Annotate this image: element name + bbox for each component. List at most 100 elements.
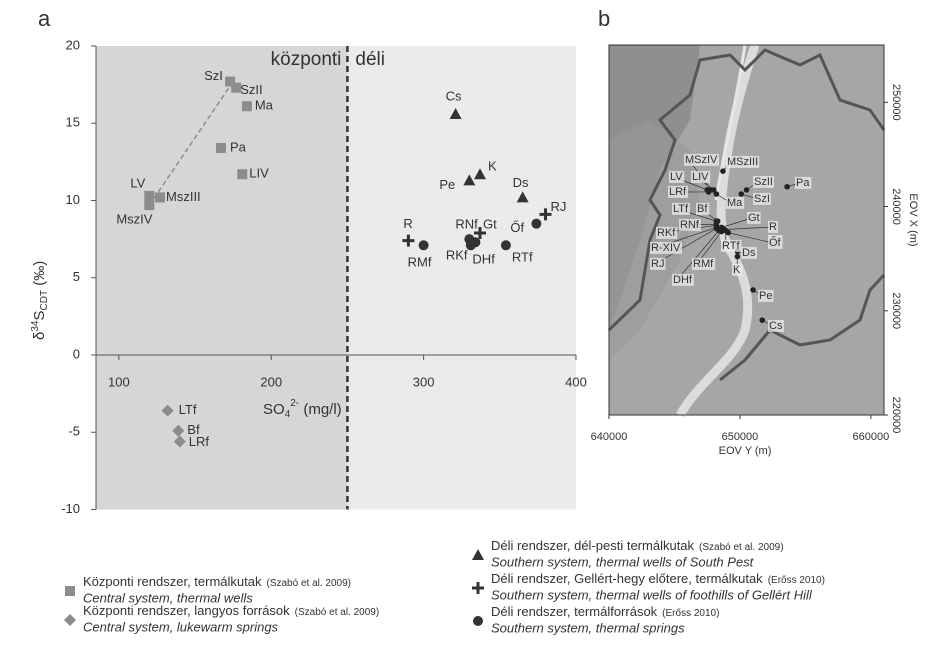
map-y-tick-label: 240000	[890, 188, 902, 225]
point-label: Ds	[513, 175, 529, 190]
legend-citation: (Szabó et al. 2009)	[699, 542, 784, 553]
point-label: MszIII	[166, 189, 201, 204]
site-label: K	[733, 264, 741, 276]
circle-marker	[531, 219, 541, 229]
y-title-prefix: δ	[31, 332, 48, 340]
site-label: RNf	[680, 219, 700, 231]
x-title-main: SO	[263, 401, 285, 418]
y-title-main: S	[31, 311, 48, 321]
region-southern	[347, 46, 576, 510]
point-label: Őf	[510, 220, 524, 235]
y-tick-label: 0	[73, 346, 80, 361]
point-label: RTf	[512, 250, 533, 265]
site-label: SzII	[754, 176, 773, 188]
point-label: Cs	[446, 88, 462, 103]
point-label: RNf	[455, 217, 478, 232]
point-label: LRf	[189, 434, 210, 449]
x-tick-label: 400	[565, 374, 587, 389]
site-label: MSzIII	[727, 156, 758, 168]
site-label: R	[769, 221, 777, 233]
y-tick-label: -10	[61, 501, 80, 516]
site-dot	[714, 191, 720, 197]
point-label: Pa	[230, 139, 247, 154]
square-marker	[237, 169, 247, 179]
square-marker	[65, 586, 75, 596]
x-tick-label: 100	[108, 374, 130, 389]
legend-entry: Déli rendszer, dél-pesti termálkutak (Sza…	[491, 538, 784, 553]
region-label: központi	[271, 49, 342, 70]
legend-name: Déli rendszer, dél-pesti termálkutak	[491, 538, 695, 553]
y-tick-label: 10	[66, 192, 80, 207]
site-label: RJ	[651, 258, 664, 270]
region-label: déli	[355, 49, 385, 70]
y-title-sup: 34	[30, 320, 41, 332]
point-label: LTf	[179, 402, 197, 417]
point-label: MszIV	[116, 212, 152, 227]
circle-marker	[419, 240, 429, 250]
site-label: Gt	[748, 212, 760, 224]
x-tick-label: 300	[413, 374, 435, 389]
legend-name: Központi rendszer, termálkutak	[83, 574, 262, 589]
site-dot	[720, 168, 726, 174]
legend-citation: (Szabó et al. 2009)	[266, 578, 351, 589]
legend-citation: (Erőss 2010)	[768, 575, 825, 586]
square-marker	[216, 143, 226, 153]
site-label: Pa	[796, 177, 810, 189]
point-label: R	[403, 216, 412, 231]
x-title-unit: (mg/l)	[299, 401, 342, 418]
site-label: Ds	[742, 247, 756, 259]
map-y-tick-label: 220000	[890, 397, 902, 434]
site-dot	[725, 230, 731, 236]
point-label: DHf	[472, 252, 495, 267]
site-label: Cs	[769, 320, 783, 332]
site-label: LV	[670, 171, 683, 183]
square-marker	[144, 191, 154, 201]
map-x-tick-label: 660000	[853, 431, 890, 443]
region-central	[96, 46, 347, 510]
point-label: LV	[130, 175, 145, 190]
legend-citation: (Szabó et al. 2009)	[295, 607, 380, 618]
legend-entry: Déli rendszer, Gellért-hegy előtere, ter…	[491, 571, 825, 586]
point-label: Gt	[483, 216, 497, 231]
y-title-unit: (‰)	[31, 261, 48, 290]
site-dot	[735, 254, 741, 260]
map-x-title: EOV Y (m)	[719, 445, 772, 457]
site-dot	[784, 184, 790, 190]
y-tick-label: -5	[68, 424, 80, 439]
figure: a b központidéli-10-50510152010020030040…	[0, 0, 930, 658]
x-title-sub: 4	[285, 409, 291, 420]
legend-name-en: Southern system, thermal springs	[491, 620, 685, 635]
legend-name: Déli rendszer, termálforrások	[491, 604, 658, 619]
circle-marker	[501, 240, 511, 250]
point-label: K	[488, 159, 497, 174]
y-tick-label: 5	[73, 269, 80, 284]
site-dot	[759, 317, 765, 323]
site-label: RMf	[693, 258, 714, 270]
square-marker	[155, 192, 165, 202]
x-axis-title: SO42- (mg/l)	[263, 398, 342, 420]
site-dot	[706, 189, 712, 195]
site-label: Ma	[727, 197, 743, 209]
map-x-tick-label: 650000	[722, 431, 759, 443]
legend-name-en: Southern system, thermal wells of South …	[491, 554, 755, 569]
map-y-tick-label: 230000	[890, 292, 902, 329]
point-label: SzI	[204, 68, 223, 83]
site-label: MSzIV	[685, 154, 718, 166]
circle-marker	[470, 237, 480, 247]
site-label: SzI	[754, 193, 770, 205]
site-dot	[744, 187, 750, 193]
panel-label: a	[38, 6, 51, 31]
y-title-sub: CDT	[39, 290, 50, 311]
site-label: RKf	[657, 227, 676, 239]
point-label: RMf	[408, 255, 432, 270]
site-label: LTf	[673, 203, 689, 215]
legend-name: Központi rendszer, langyos források	[83, 603, 290, 618]
square-marker	[144, 200, 154, 210]
legend-name-en: Central system, lukewarm springs	[83, 619, 279, 634]
legend-name: Déli rendszer, Gellért-hegy előtere, ter…	[491, 571, 763, 586]
y-tick-label: 15	[66, 115, 80, 130]
site-dot	[750, 287, 756, 293]
point-label: Ma	[255, 98, 274, 113]
